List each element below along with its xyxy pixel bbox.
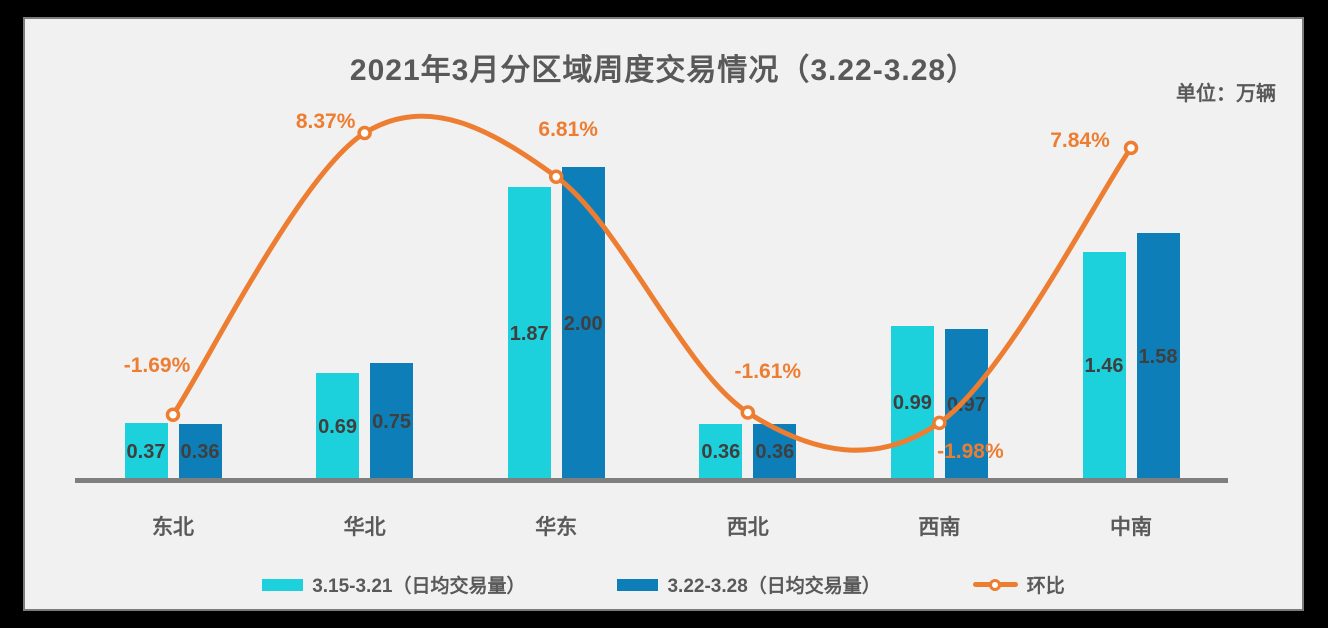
bar-value-label: 0.37 — [126, 440, 166, 463]
trend-point-label-0: -1.69% — [123, 353, 191, 377]
trend-point-label-2: 6.81% — [538, 117, 598, 141]
bar-series1-3: 0.36 — [699, 424, 743, 481]
legend-swatch-week2 — [617, 578, 659, 591]
chart-title: 2021年3月分区域周度交易情况（3.22-3.28） — [349, 54, 978, 87]
category-label-0: 东北 — [152, 516, 194, 539]
trend-point-marker-4 — [932, 415, 947, 431]
trend-point-marker-2 — [548, 169, 564, 184]
bar-value-label: 0.36 — [701, 441, 741, 463]
trend-point-label-4: -1.98% — [937, 439, 1004, 463]
trend-point-label-5: 7.84% — [1050, 128, 1110, 152]
bar-series2-3: 0.36 — [753, 424, 797, 481]
chart-stage: 0.37 0.36 东北 0.69 0.75 华北 1.87 2.00 华东 0.36 0.36 西北… — [25, 19, 1302, 609]
bar-value-label: 0.97 — [946, 393, 986, 416]
bar-value-label: 1.46 — [1084, 355, 1124, 377]
bar-value-label: 0.36 — [180, 441, 220, 463]
legend-item-week1[interactable]: 3.15-3.21（日均交易量） — [262, 571, 525, 598]
legend-label-week2: 3.22-3.28（日均交易量） — [667, 576, 881, 597]
unit-label: 单位：万辆 — [1176, 83, 1276, 105]
legend-swatch-week1 — [262, 578, 304, 591]
category-label-5: 中南 — [1110, 516, 1152, 539]
category-label-4: 西南 — [918, 516, 961, 539]
trend-point-marker-1 — [357, 125, 372, 141]
legend-line-marker-icon — [972, 582, 1018, 587]
bar-value-label: 2.00 — [563, 312, 603, 335]
bar-value-label: 0.99 — [892, 392, 932, 414]
legend-label-ratio: 环比 — [1026, 576, 1065, 597]
bar-series2-1: 0.75 — [370, 363, 414, 481]
bar-value-label: 1.87 — [509, 322, 549, 345]
x-axis-line — [75, 478, 1228, 483]
legend: 3.15-3.21（日均交易量） 3.22-3.28（日均交易量） 环比 — [25, 571, 1302, 598]
category-label-3: 西北 — [726, 516, 769, 539]
bar-series1-1: 0.69 — [316, 373, 360, 481]
bar-series1-4: 0.99 — [890, 326, 934, 481]
chart-panel: 2021年3月分区域周度交易情况（3.22-3.28） 单位：万辆 0.37 0.… — [23, 17, 1304, 611]
bar-series1-5: 1.46 — [1082, 252, 1126, 481]
trend-point-label-1: 8.37% — [295, 110, 356, 134]
category-label-2: 华东 — [535, 516, 578, 539]
trend-point-marker-5 — [1123, 140, 1139, 156]
legend-item-week2[interactable]: 3.22-3.28（日均交易量） — [617, 571, 881, 598]
bar-series1-2: 1.87 — [507, 187, 551, 481]
trend-point-label-3: -1.61% — [734, 360, 802, 384]
trend-point-marker-0 — [165, 407, 181, 422]
bar-value-label: 0.75 — [372, 410, 412, 433]
category-label-1: 华北 — [343, 516, 386, 539]
bar-series2-0: 0.36 — [178, 424, 222, 481]
bar-value-label: 0.36 — [755, 441, 795, 463]
bar-series1-0: 0.37 — [124, 423, 168, 481]
bar-series2-5: 1.58 — [1136, 233, 1180, 481]
legend-item-ratio[interactable]: 环比 — [972, 571, 1065, 598]
bar-series2-2: 2.00 — [561, 167, 605, 481]
bar-value-label: 0.69 — [318, 415, 358, 438]
bar-value-label: 1.58 — [1138, 345, 1178, 368]
legend-label-week1: 3.15-3.21（日均交易量） — [312, 576, 526, 597]
trend-point-marker-3 — [740, 405, 756, 420]
